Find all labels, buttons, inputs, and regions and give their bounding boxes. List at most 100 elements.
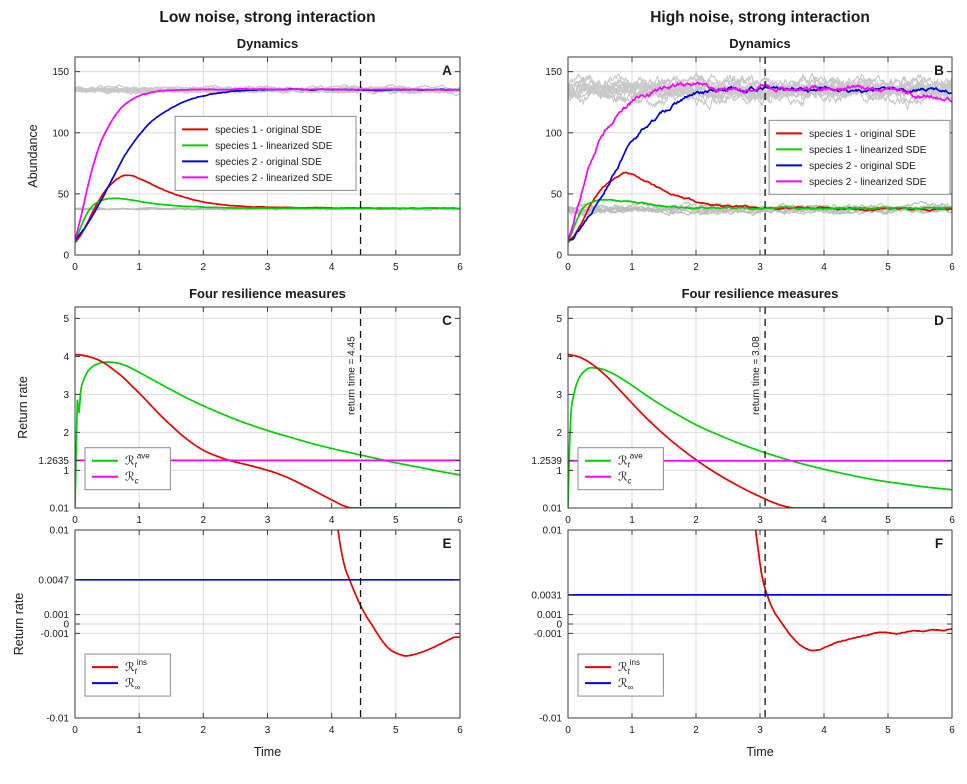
y-tick-label: 4	[63, 352, 69, 363]
legend-entry-label: species 1 - original SDE	[215, 125, 322, 136]
x-tick-label: 4	[329, 515, 335, 526]
legend-box	[577, 447, 664, 491]
y-tick-label: 3	[556, 390, 562, 401]
x-tick-label: 6	[949, 262, 955, 273]
ensemble-trace	[75, 83, 460, 94]
x-tick-label: 3	[757, 262, 763, 273]
panel-title: Four resilience measures	[189, 286, 346, 301]
legend-entry-label: ℛtave	[125, 452, 150, 470]
panel-C: return time = 4.450 1 2 3 4 5 60.0111.26352345…	[16, 286, 463, 526]
legend-entry-label: ℛtave	[618, 452, 643, 470]
math-sup: ins	[137, 658, 147, 667]
y-tick-label: 0.01	[543, 526, 563, 537]
y-tick-label: 0.0047	[38, 575, 69, 586]
y-tick-label: 100	[52, 128, 69, 139]
vline-label: return time = 4.45	[347, 336, 358, 415]
y-tick-label: 50	[58, 189, 70, 200]
series-r-t-ave	[568, 366, 952, 508]
legend-entry-label: ℛtins	[618, 658, 640, 676]
y-tick-label: -0.01	[539, 714, 562, 725]
y-tick-label: 3	[63, 390, 69, 401]
x-tick-label: 5	[393, 515, 399, 526]
x-tick-label: 3	[265, 725, 271, 736]
y-tick-label: 0.01	[543, 504, 563, 515]
legend-entry-label: species 2 - linearized SDE	[215, 173, 333, 184]
math-main: ℛ	[125, 676, 135, 690]
y-tick-label: 2	[63, 428, 69, 439]
series-species-2-linearized-sde	[75, 88, 460, 241]
panel-E: 0 1 2 3 4 5 60.010.00470.0010-0.001-0.01ERetur…	[12, 526, 463, 760]
legend-entry-label: species 2 - linearized SDE	[809, 177, 927, 188]
y-tick-label: 0.01	[50, 526, 70, 537]
x-tick-label: 3	[757, 515, 763, 526]
x-tick-label: 3	[757, 725, 763, 736]
y-tick-label: 0	[63, 251, 69, 262]
x-tick-label: 5	[885, 515, 891, 526]
x-tick-label: 2	[693, 725, 699, 736]
math-main: ℛ	[125, 470, 135, 484]
panel-letter-C: C	[442, 313, 452, 328]
math-sub: c	[628, 477, 632, 486]
x-tick-label: 6	[457, 725, 463, 736]
y-tick-label: 2	[556, 428, 562, 439]
y-tick-label: -0.001	[41, 629, 70, 640]
x-tick-label: 6	[949, 515, 955, 526]
x-tick-label: 3	[265, 515, 271, 526]
panel-D: return time = 3.080 1 2 3 4 5 60.0111.25392345…	[531, 286, 955, 526]
x-tick-label: 5	[885, 262, 891, 273]
panel-title: Dynamics	[729, 36, 790, 51]
math-sup: ave	[630, 452, 643, 461]
series-species-1-linearized-sde	[568, 198, 952, 244]
x-axis-label: Time	[254, 745, 281, 759]
legend-entry-label: species 1 - original SDE	[809, 129, 916, 140]
x-tick-label: 2	[201, 515, 207, 526]
y-tick-label: -0.001	[534, 629, 563, 640]
x-tick-label: 4	[821, 725, 827, 736]
legend-entry-label: species 2 - original SDE	[809, 161, 916, 172]
panel-letter-E: E	[442, 536, 451, 551]
y-axis-label: Return rate	[12, 593, 26, 656]
y-tick-label: 0.001	[537, 610, 562, 621]
ensemble-trace	[568, 77, 952, 103]
series-species-2-linearized-sde	[568, 81, 952, 241]
panel-letter-F: F	[935, 536, 943, 551]
y-tick-label: 5	[63, 314, 69, 325]
legend-entry-label: ℛtins	[125, 658, 147, 676]
plot-area-F	[568, 530, 952, 718]
x-tick-label: 0	[72, 725, 78, 736]
legend-box	[577, 653, 664, 697]
legend-entry-label: ℛc	[618, 470, 632, 486]
math-main: ℛ	[618, 660, 628, 674]
plot-area-A	[75, 57, 460, 255]
x-tick-label: 2	[693, 515, 699, 526]
math-main: ℛ	[618, 470, 628, 484]
math-sub: ∞	[135, 683, 141, 692]
x-tick-label: 6	[457, 515, 463, 526]
panel-A: 0 1 2 3 4 5 6 0 50 100 150 Dynamics A Abundance specie…	[26, 36, 463, 273]
series-r-t-ins-decay	[75, 353, 460, 508]
panel-letter-B: B	[934, 63, 944, 78]
math-sup: ave	[137, 452, 150, 461]
x-tick-label: 0	[72, 515, 78, 526]
x-tick-label: 2	[201, 725, 207, 736]
y-tick-label: 150	[52, 67, 69, 78]
x-tick-label: 1	[136, 515, 142, 526]
legend-entry-label: ℛc	[125, 470, 139, 486]
x-tick-label: 0	[565, 725, 571, 736]
x-tick-label: 6	[949, 725, 955, 736]
x-tick-label: 0	[72, 262, 78, 273]
x-tick-label: 1	[629, 262, 635, 273]
series-r-t-ins	[337, 530, 460, 657]
x-tick-label: 4	[821, 515, 827, 526]
legend-B: species 1 - original SDE species 1 - line…	[768, 119, 951, 195]
y-tick-label: 1	[63, 466, 69, 477]
legend-box	[84, 447, 171, 491]
y-tick-label: 5	[556, 314, 562, 325]
x-tick-label: 4	[329, 725, 335, 736]
math-main: ℛ	[125, 660, 135, 674]
vline-label: return time = 3.08	[751, 336, 762, 415]
